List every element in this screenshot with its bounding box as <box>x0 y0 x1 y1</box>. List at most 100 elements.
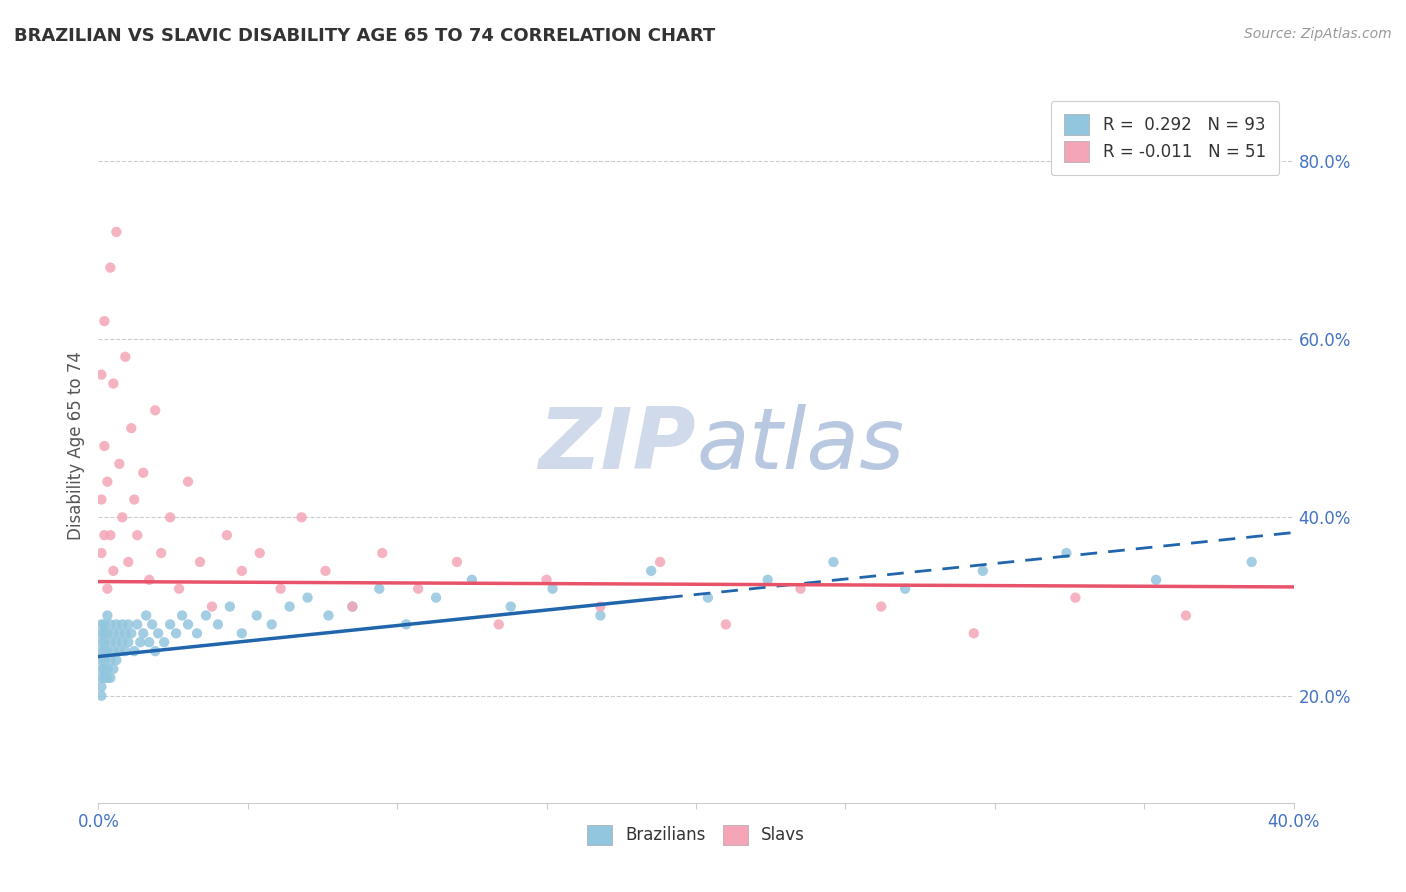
Point <box>1240 555 1263 569</box>
Point <box>114 350 136 364</box>
Point <box>93 662 115 676</box>
Point <box>96 662 118 676</box>
Point <box>90 644 112 658</box>
Point <box>127 528 149 542</box>
Point <box>371 546 394 560</box>
Point <box>132 466 155 480</box>
Point <box>425 591 447 605</box>
Point <box>105 225 128 239</box>
Point <box>135 608 157 623</box>
Point <box>96 644 118 658</box>
Point <box>93 314 115 328</box>
Point <box>129 635 152 649</box>
Point <box>165 626 187 640</box>
Point <box>153 635 176 649</box>
Point <box>249 546 271 560</box>
Point <box>186 626 208 640</box>
Point <box>589 608 612 623</box>
Point <box>342 599 364 614</box>
Point <box>124 492 146 507</box>
Point <box>93 439 115 453</box>
Point <box>461 573 484 587</box>
Point <box>315 564 337 578</box>
Point <box>1144 573 1167 587</box>
Point <box>108 457 131 471</box>
Point <box>90 617 112 632</box>
Point <box>111 635 134 649</box>
Point <box>172 608 194 623</box>
Point <box>90 626 112 640</box>
Point <box>640 564 662 578</box>
Point <box>108 644 131 658</box>
Point <box>499 599 522 614</box>
Point <box>93 653 115 667</box>
Legend: Brazilians, Slavs: Brazilians, Slavs <box>581 818 811 852</box>
Point <box>143 403 166 417</box>
Point <box>117 635 139 649</box>
Point <box>90 671 112 685</box>
Point <box>148 626 170 640</box>
Point <box>117 555 139 569</box>
Point <box>103 662 125 676</box>
Point <box>342 599 364 614</box>
Point <box>318 608 340 623</box>
Point <box>231 626 253 640</box>
Point <box>127 617 149 632</box>
Point <box>536 573 558 587</box>
Point <box>90 662 112 676</box>
Point <box>1175 608 1198 623</box>
Point <box>1056 546 1078 560</box>
Point <box>870 599 893 614</box>
Point <box>90 492 112 507</box>
Point <box>1298 671 1320 685</box>
Point <box>114 644 136 658</box>
Point <box>90 635 112 649</box>
Point <box>124 644 146 658</box>
Point <box>90 546 112 560</box>
Text: Source: ZipAtlas.com: Source: ZipAtlas.com <box>1244 27 1392 41</box>
Text: ZIP: ZIP <box>538 404 696 488</box>
Point <box>120 626 142 640</box>
Point <box>111 510 134 524</box>
Point <box>103 564 125 578</box>
Point <box>972 564 994 578</box>
Point <box>150 546 173 560</box>
Point <box>90 689 112 703</box>
Point <box>93 671 115 685</box>
Point <box>117 617 139 632</box>
Point <box>167 582 190 596</box>
Point <box>98 635 122 649</box>
Point <box>90 653 112 667</box>
Point <box>823 555 845 569</box>
Y-axis label: Disability Age 65 to 74: Disability Age 65 to 74 <box>66 351 84 541</box>
Point <box>297 591 319 605</box>
Point <box>246 608 269 623</box>
Point <box>132 626 155 640</box>
Point <box>90 680 112 694</box>
Point <box>138 635 160 649</box>
Point <box>177 617 200 632</box>
Point <box>90 368 112 382</box>
Point <box>114 626 136 640</box>
Point <box>894 582 917 596</box>
Point <box>756 573 779 587</box>
Point <box>141 617 163 632</box>
Point <box>488 617 510 632</box>
Point <box>650 555 672 569</box>
Point <box>93 626 115 640</box>
Point <box>103 644 125 658</box>
Point <box>105 635 128 649</box>
Point <box>215 528 238 542</box>
Point <box>96 582 118 596</box>
Point <box>98 653 122 667</box>
Point <box>406 582 429 596</box>
Point <box>96 608 118 623</box>
Point <box>103 376 125 391</box>
Point <box>93 617 115 632</box>
Point <box>103 626 125 640</box>
Point <box>98 260 122 275</box>
Point <box>291 510 314 524</box>
Point <box>231 564 253 578</box>
Point <box>98 617 122 632</box>
Point <box>108 626 131 640</box>
